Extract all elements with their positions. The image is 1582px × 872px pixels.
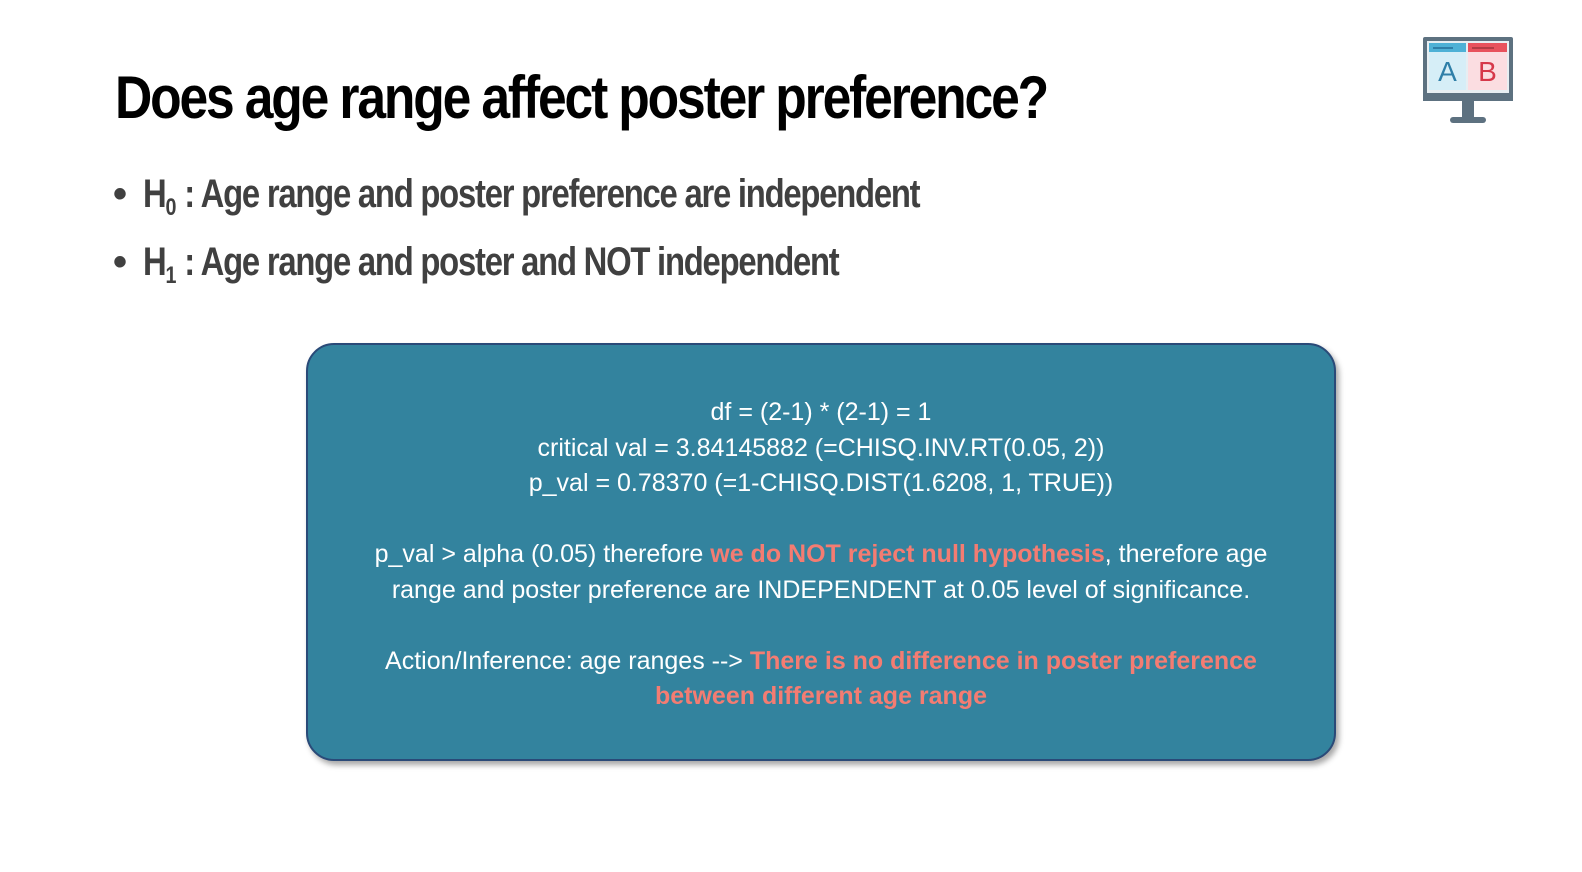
hypothesis-symbol: H	[143, 172, 167, 216]
spacer	[308, 608, 1334, 644]
hypothesis-null-text: H0 : Age range and poster preference are…	[143, 168, 921, 221]
ab-icon-label-b: B	[1478, 56, 1497, 87]
bullet-dot: •	[113, 240, 127, 284]
hypothesis-statement: : Age range and poster and NOT independe…	[184, 240, 839, 284]
spacer	[308, 502, 1334, 538]
bullet-dot: •	[113, 172, 127, 216]
hypothesis-symbol: H	[143, 240, 167, 284]
p-value-line: p_val = 0.78370 (=1-CHISQ.DIST(1.6208, 1…	[528, 469, 1114, 497]
conclusion-line-1: p_val > alpha (0.05) therefore we do NOT…	[308, 537, 1334, 573]
df-line: df = (2-1) * (2-1) = 1	[710, 398, 932, 426]
hypotheses-list: • H0 : Age range and poster preference ar…	[113, 168, 1090, 304]
action-prefix: Action/Inference: age ranges -->	[385, 646, 750, 675]
action-highlight-2: between different age range	[654, 682, 988, 710]
action-line-1: Action/Inference: age ranges --> There i…	[308, 644, 1334, 680]
conclusion-highlight: we do NOT reject null hypothesis	[710, 540, 1105, 568]
chi-square-result-box: df = (2-1) * (2-1) = 1 critical val = 3.…	[306, 343, 1336, 761]
hypothesis-statement: : Age range and poster preference are in…	[184, 172, 920, 216]
hypothesis-subscript: 0	[165, 194, 177, 221]
ab-icon-label-a: A	[1438, 56, 1457, 87]
conclusion-suffix: , therefore age	[1104, 540, 1268, 568]
hypothesis-null: • H0 : Age range and poster preference ar…	[113, 168, 1090, 236]
conclusion-line-2: range and poster preference are INDEPEND…	[391, 575, 1251, 604]
ab-test-monitor-icon: A B	[1423, 37, 1513, 123]
conclusion-prefix: p_val > alpha (0.05) therefore	[374, 540, 711, 568]
slide-title: Does age range affect poster preference?	[115, 64, 1049, 131]
hypothesis-subscript: 1	[165, 262, 177, 289]
hypothesis-alternative: • H1 : Age range and poster and NOT indep…	[113, 236, 1090, 304]
action-highlight-1: There is no difference in poster prefere…	[749, 646, 1257, 675]
critical-value-line: critical val = 3.84145882 (=CHISQ.INV.RT…	[537, 433, 1105, 462]
hypothesis-alternative-text: H1 : Age range and poster and NOT indepe…	[143, 236, 840, 289]
